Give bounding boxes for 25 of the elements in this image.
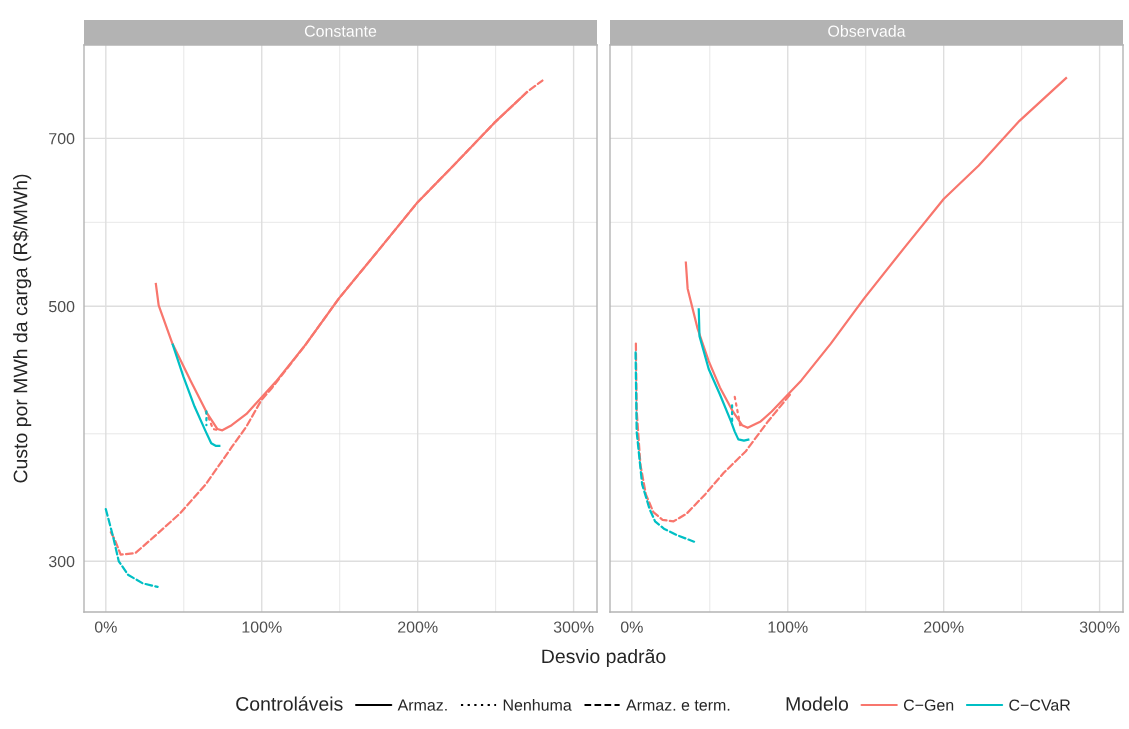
chart-title: Constante xyxy=(304,25,377,37)
y-tick-label: 300 xyxy=(48,555,75,568)
text: Armaz. e term. xyxy=(626,699,730,711)
line-series xyxy=(171,342,222,448)
x-tick-label: 0% xyxy=(620,621,643,633)
line-series xyxy=(104,508,159,588)
x-axis-title: Desvio padrão xyxy=(542,648,666,668)
x-tick-label: 0% xyxy=(94,621,117,633)
x-tick-label: 300% xyxy=(553,621,594,633)
x-tick-label: 300% xyxy=(1079,621,1120,633)
text: Controláveis xyxy=(236,696,343,711)
legend-label: C−Gen xyxy=(903,699,954,711)
chart-title: Observada xyxy=(828,25,906,37)
text: Nenhuma xyxy=(503,699,572,711)
y-tick-label: 500 xyxy=(48,300,75,313)
legend-label: C−CVaR xyxy=(1009,699,1071,711)
text: Armaz. xyxy=(397,699,447,711)
y-axis-title: Custo por MWh da carga (R$/MWh) xyxy=(12,174,32,483)
y-tick-label: 700 xyxy=(49,133,75,145)
text: Modelo xyxy=(786,696,849,711)
x-tick-label: 200% xyxy=(398,621,438,633)
x-tick-label: 100% xyxy=(242,621,282,633)
line-series xyxy=(109,79,544,556)
x-tick-label: 100% xyxy=(768,621,808,633)
x-tick-label: 200% xyxy=(924,621,964,633)
